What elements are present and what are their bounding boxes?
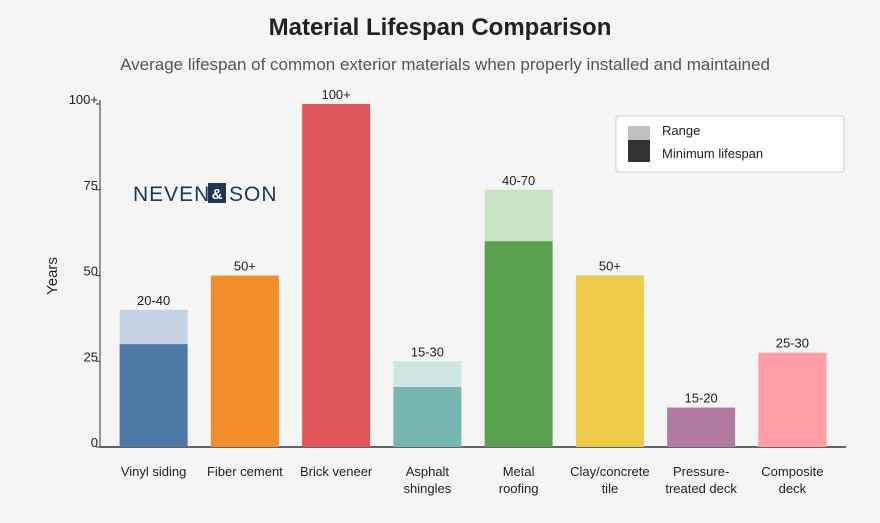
bar-range [393,361,462,387]
bar-value-labels: 20-40 50+ 100+ 15-30 40-70 50+ 15-20 25-30 [137,87,809,406]
chart-title: Material Lifespan Comparison [269,14,612,41]
x-tick-label: Pressure- [673,464,729,479]
x-tick-label: roofing [499,481,539,496]
y-tick-label: 0 [91,435,98,450]
legend: Range Minimum lifespan [615,115,845,173]
bar-minimum [667,407,736,447]
legend-box [615,115,845,173]
bar-value-label: 50+ [599,259,621,274]
bar-minimum [119,344,188,447]
legend-swatch-range [628,126,650,140]
bar-value-label: 40-70 [502,173,535,188]
bar-minimum [302,104,371,447]
logo-text-right: SON [229,183,278,206]
logo-text-left: NEVEN [133,183,210,206]
bar-range [119,309,188,345]
x-tick-label: treated deck [665,481,737,496]
x-axis-labels: Vinyl siding Fiber cement Brick veneer Asph… [121,464,824,496]
x-tick-label: Asphalt [406,464,450,479]
bar-minimum [210,275,279,447]
bar-range [484,189,553,242]
x-tick-label: Brick veneer [300,464,373,479]
x-tick-label: tile [602,481,619,496]
x-tick-label: Metal [503,464,535,479]
bars [119,104,827,447]
y-tick-label: 75 [84,178,98,193]
bar-value-label: 25-30 [776,336,809,351]
bar-value-label: 50+ [234,259,256,274]
bar-minimum [484,241,553,447]
y-axis-label: Years [44,257,61,295]
x-tick-label: Composite [761,464,823,479]
y-tick-label: 100+ [69,92,98,107]
x-tick-label: deck [779,481,807,496]
logo-ampersand: & [212,186,223,203]
y-tick-label: 25 [84,349,98,364]
chart-subtitle: Average lifespan of common exterior mate… [120,55,770,74]
bar-minimum [575,275,644,447]
legend-label-minimum: Minimum lifespan [662,146,763,161]
logo-ampersand-box [208,183,226,203]
x-tick-label: shingles [404,481,452,496]
x-tick-label: Clay/concrete [570,464,649,479]
bar-value-label: 20-40 [137,293,170,308]
bar-minimum [393,386,462,447]
brand-logo: NEVEN & SON [133,183,278,206]
legend-swatch-minimum [628,140,650,162]
bar-value-label: 15-20 [685,391,718,406]
bar-minimum [758,352,827,447]
y-tick-label: 50 [84,264,98,279]
bar-value-label: 100+ [321,87,350,102]
legend-label-range: Range [662,123,700,138]
x-tick-label: Vinyl siding [121,464,187,479]
x-tick-label: Fiber cement [207,464,283,479]
bar-value-label: 15-30 [411,344,444,359]
